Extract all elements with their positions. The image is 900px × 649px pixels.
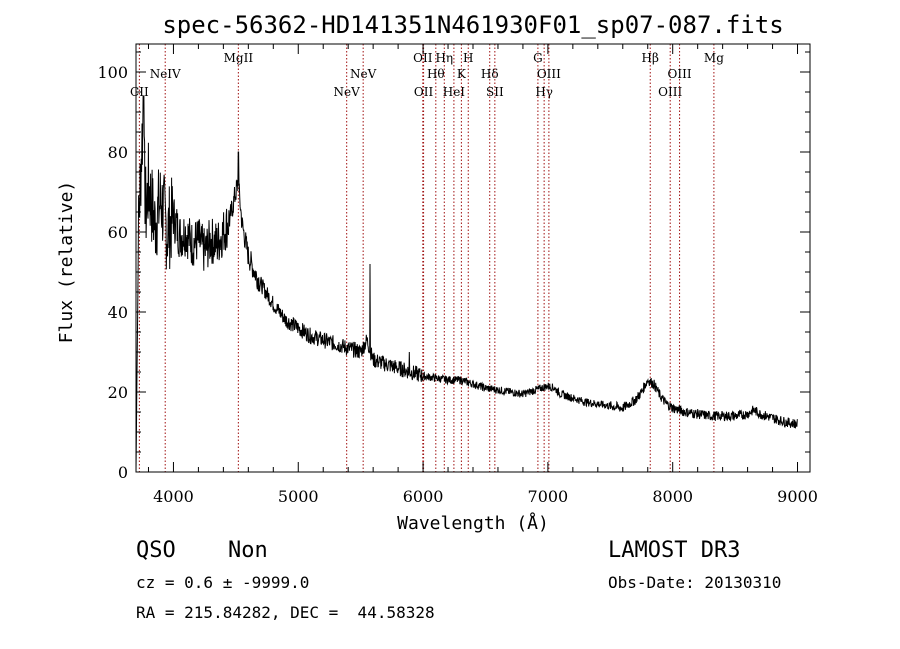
x-tick-label: 5000 — [278, 487, 319, 506]
ra-dec-coordinates: RA = 215.84282, DEC = 44.58328 — [136, 603, 435, 622]
x-tick-label: 6000 — [403, 487, 444, 506]
y-tick-label: 0 — [118, 463, 128, 482]
x-axis-label: Wavelength (Å) — [397, 512, 549, 534]
flux-series-line — [135, 95, 798, 473]
object-class: QSO — [136, 538, 176, 563]
emission-line-label: HeI — [443, 85, 466, 99]
obs-date: Obs-Date: 20130310 — [608, 573, 782, 592]
y-axis-label: Flux (relative) — [56, 181, 77, 344]
redshift-cz: cz = 0.6 ± -9999.0 — [136, 573, 310, 592]
x-tick-label: 7000 — [528, 487, 569, 506]
emission-line-label: NeV — [334, 85, 361, 99]
object-subclass: Non — [228, 538, 268, 563]
y-tick-label: 80 — [108, 143, 128, 162]
emission-line-label: H — [463, 51, 473, 65]
emission-line-label: OII — [413, 51, 433, 65]
x-tick-label: 4000 — [153, 487, 194, 506]
emission-line-label: Hβ — [642, 51, 659, 65]
plot-frame — [135, 43, 811, 473]
x-tick-label: 9000 — [777, 487, 818, 506]
emission-line-label: K — [457, 67, 467, 81]
emission-line-markers: CIINeIVMgIINeVNeVOIIOIIHθHηHeIKHHδSIIGHγ… — [130, 44, 724, 472]
emission-line-label: OIII — [537, 67, 561, 81]
chart-title: spec-56362-HD141351N461930F01_sp07-087.f… — [162, 11, 783, 39]
y-tick-label: 100 — [97, 63, 128, 82]
emission-line-label: G — [533, 51, 543, 65]
emission-line-label: Mg — [704, 51, 724, 65]
emission-line-label: Hη — [435, 51, 453, 65]
emission-line-label: Hθ — [427, 67, 445, 81]
y-tick-label: 40 — [108, 303, 128, 322]
emission-line-label: OIII — [668, 67, 692, 81]
emission-line-label: SII — [486, 85, 504, 99]
emission-line-label: Hγ — [535, 85, 553, 99]
emission-line-label: OIII — [658, 85, 682, 99]
emission-line-label: NeV — [350, 67, 377, 81]
x-tick-label: 8000 — [652, 487, 693, 506]
y-tick-label: 60 — [108, 223, 128, 242]
emission-line-label: OII — [414, 85, 434, 99]
y-tick-label: 20 — [108, 383, 128, 402]
emission-line-label: NeIV — [150, 67, 181, 81]
emission-line-label: Hδ — [481, 67, 499, 81]
survey-name: LAMOST DR3 — [608, 538, 741, 563]
y-axis: 0 20 40 60 80 100 — [97, 51, 810, 482]
emission-line-label: MgII — [224, 51, 254, 65]
x-axis: 4000 5000 6000 7000 8000 9000 — [147, 44, 818, 506]
